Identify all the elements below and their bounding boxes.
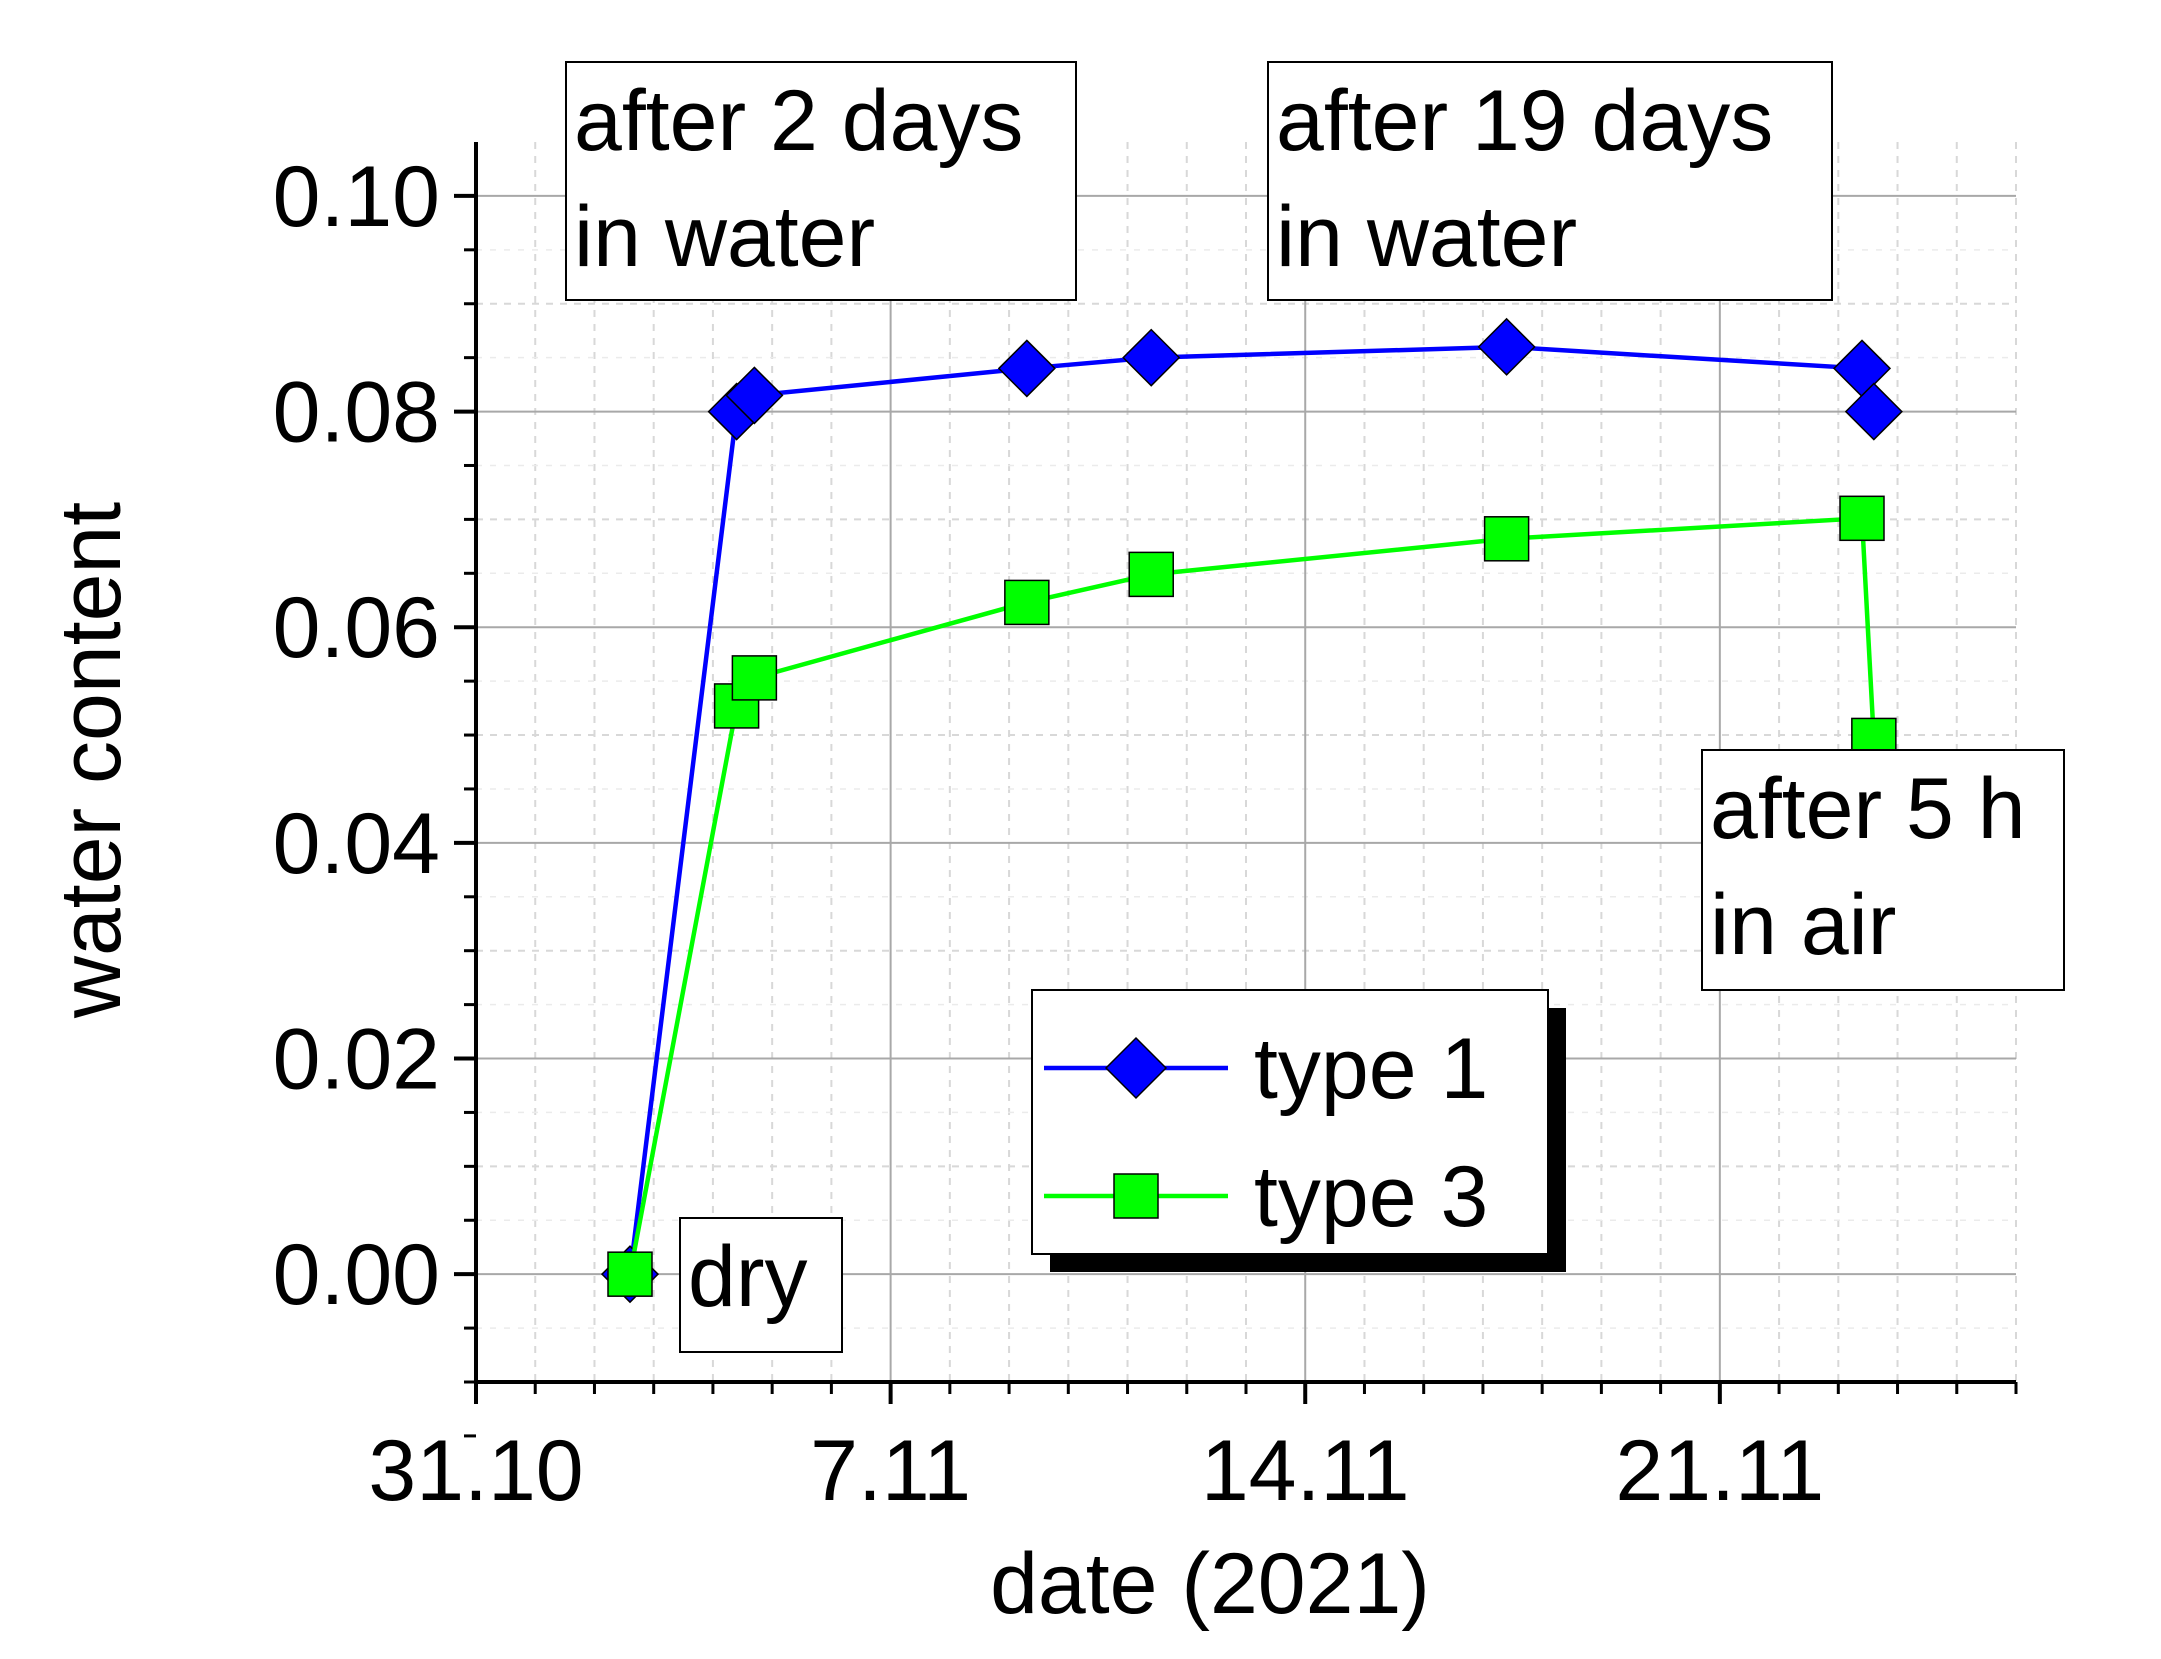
y-tick-label: 0.10: [273, 149, 440, 245]
legend-item-type-1: type 1: [1044, 1021, 1488, 1117]
series-type-3: [607, 495, 1897, 1297]
y-tick-label: 0.02: [273, 1012, 440, 1108]
annotations: after 2 days in water after 19 days in wate…: [565, 61, 2065, 1353]
legend-label: type 1: [1254, 1021, 1488, 1117]
annotation-text: in air: [1710, 877, 1896, 973]
legend-label: type 3: [1254, 1149, 1488, 1245]
data-point: [1128, 551, 1174, 598]
y-tick-label: 0.08: [273, 365, 440, 461]
annotation-box: [565, 61, 1077, 301]
data-point: [1839, 495, 1885, 542]
annotation-text: after 5 h: [1710, 761, 2026, 857]
annotation-box: [1267, 61, 1833, 301]
legend: type 1 type 3: [1031, 989, 1566, 1272]
annotation-text: in water: [574, 189, 875, 285]
annotation-box: [1701, 749, 2065, 991]
data-point: [1004, 579, 1050, 626]
annotation-after-2-days: after 2 days in water: [565, 61, 1077, 301]
data-point: [1477, 317, 1536, 376]
annotation-after-19-days: after 19 days in water: [1267, 61, 1833, 301]
legend-item-type-3: type 3: [1044, 1149, 1488, 1245]
data-point: [607, 1251, 653, 1297]
x-tick-label: 21.11: [1615, 1423, 1824, 1519]
data-point: [1483, 516, 1530, 562]
data-point: [997, 339, 1056, 398]
x-tick-label: 31.10: [368, 1423, 583, 1519]
x-axis-label: date (2021): [990, 1536, 1430, 1632]
y-tick-label: 0.00: [273, 1227, 440, 1323]
axes: 31.10 7.11 14.11 21.11 0.00 0.02 0.04 0.06 0.08 0…: [273, 142, 2018, 1519]
annotation-dry: dry: [679, 1217, 843, 1353]
annotation-text: in water: [1276, 189, 1577, 285]
data-point: [731, 655, 778, 701]
annotation-text: after 19 days: [1276, 73, 1773, 169]
legend-marker: [1104, 1036, 1168, 1100]
y-tick-label: 0.04: [273, 796, 440, 892]
annotation-text: after 2 days: [574, 73, 1023, 169]
data-point: [1122, 328, 1181, 387]
annotation-after-5h: after 5 h in air: [1701, 749, 2065, 991]
annotation-box: [679, 1217, 843, 1353]
y-tick-label: 0.06: [273, 580, 440, 676]
series-layer: [600, 317, 1903, 1304]
annotation-text: dry: [688, 1229, 807, 1325]
y-axis-label: water content: [43, 502, 139, 1019]
data-point: [1832, 339, 1892, 398]
legend-marker: [1113, 1173, 1159, 1219]
data-point: [725, 366, 784, 425]
x-tick-label: 7.11: [810, 1423, 971, 1519]
x-tick-label: 14.11: [1201, 1423, 1410, 1519]
data-point: [1844, 382, 1903, 441]
